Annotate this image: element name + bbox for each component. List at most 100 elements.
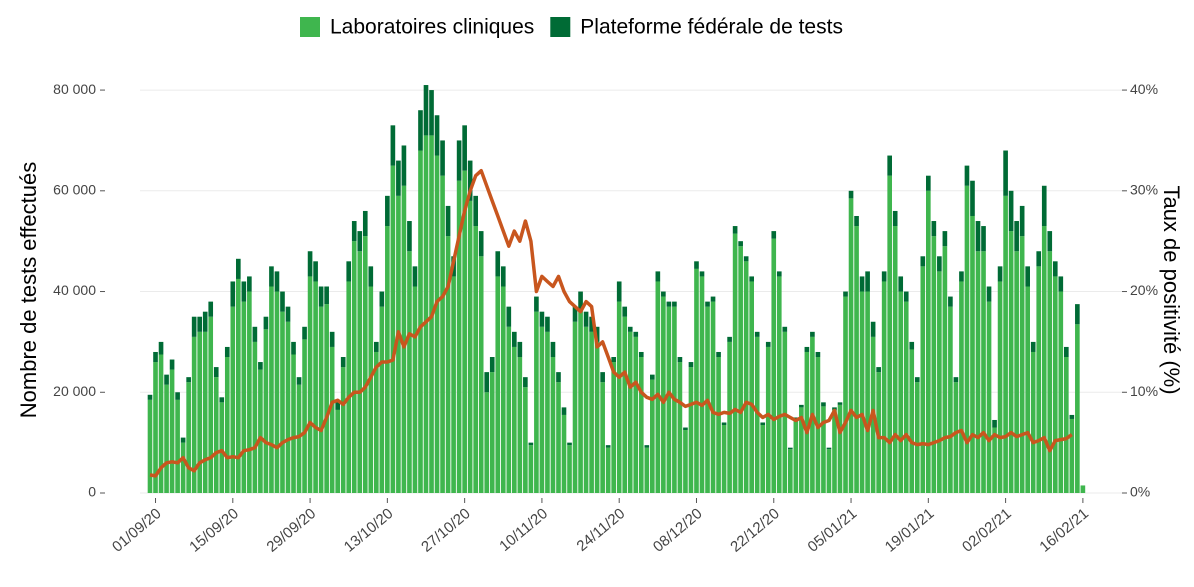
bar-segment	[224, 346, 230, 358]
bar-segment	[799, 404, 804, 408]
bar-segment	[175, 392, 180, 400]
bar-segment	[716, 351, 721, 358]
positivity-line	[149, 168, 1073, 478]
bar-segment	[567, 445, 572, 493]
bar-segment	[445, 236, 451, 493]
bar-segment	[1003, 195, 1008, 493]
bar-segment	[876, 367, 881, 373]
bar-segment	[1030, 351, 1036, 493]
bar-segment	[627, 326, 633, 332]
bar-segment	[865, 291, 870, 493]
bar-segment	[269, 286, 274, 493]
bar-segment	[705, 301, 710, 307]
bar-segment	[964, 185, 970, 493]
bar-segment	[655, 271, 661, 282]
bar-segment	[484, 372, 490, 393]
bar-segment	[1014, 251, 1019, 493]
bar-segment	[903, 301, 909, 493]
bar-segment	[727, 336, 732, 342]
bar-segment	[318, 306, 324, 493]
bar-segment	[291, 341, 296, 355]
bar-segment	[191, 316, 197, 337]
bar-segment	[252, 326, 258, 342]
bar-segment	[489, 357, 495, 373]
y-tick-label: 60 000	[53, 182, 96, 198]
bar-segment	[550, 341, 556, 358]
bar-segment	[964, 165, 970, 186]
bar-segment	[517, 341, 523, 358]
bar-segment	[589, 331, 594, 493]
bar-segment	[351, 221, 357, 242]
bar-segment	[313, 281, 318, 493]
x-tick-label: 22/12/20	[727, 505, 783, 556]
bar-segment	[1047, 231, 1053, 252]
bar-segment	[854, 215, 859, 227]
bar-segment	[418, 110, 423, 151]
bar-segment	[1075, 304, 1080, 325]
bar-segment	[158, 354, 164, 493]
bar-segment	[1041, 185, 1047, 227]
bar-segment	[506, 306, 512, 327]
bar-segment	[749, 281, 754, 493]
bar-segment	[539, 311, 545, 327]
y2-axis-title: Taux de positivité (%)	[1159, 185, 1184, 394]
bar-segment	[1047, 251, 1053, 493]
bar-segment	[732, 226, 738, 234]
bar-segment	[164, 384, 169, 493]
bar-segment	[644, 447, 650, 493]
bar-segment	[782, 326, 788, 332]
bar-segment	[307, 251, 313, 277]
bar-segment	[390, 125, 396, 166]
bar-segment	[920, 256, 926, 267]
bar-segment	[754, 331, 760, 337]
bar-segment	[771, 238, 777, 493]
bar-segment	[760, 422, 766, 426]
bar-segment	[981, 226, 986, 252]
x-tick-label: 24/11/20	[574, 505, 629, 555]
bar-segment	[423, 85, 429, 136]
bar-segment	[478, 256, 484, 493]
bar-segment	[219, 402, 225, 493]
bar-segment	[727, 341, 732, 493]
bar-segment	[534, 311, 539, 493]
bar-segment	[374, 341, 379, 352]
x-tick-label: 27/10/20	[418, 505, 474, 556]
bar-segment	[202, 311, 208, 332]
bar-segment	[605, 447, 611, 493]
bar-segment	[296, 384, 302, 493]
bar-segment	[346, 281, 352, 493]
bar-segment	[914, 377, 920, 383]
bar-segment	[854, 226, 859, 493]
bar-segment	[760, 425, 766, 493]
bar-segment	[594, 341, 600, 493]
bar-segment	[749, 276, 754, 282]
bar-segment	[401, 145, 407, 186]
bar-segment	[754, 336, 760, 493]
bar-segment	[412, 286, 418, 493]
bar-segment	[550, 357, 556, 493]
bar-segment	[434, 155, 440, 494]
bar-segment	[539, 326, 545, 493]
bar-segment	[605, 445, 611, 448]
bar-segment	[208, 316, 214, 493]
bar-segment	[208, 301, 214, 317]
bar-segment	[959, 281, 964, 493]
bar-segment	[1025, 286, 1030, 493]
bar-segment	[826, 449, 832, 493]
bar-segment	[169, 369, 175, 493]
bar-segment	[655, 281, 661, 493]
bar-segment	[500, 286, 506, 493]
bar-segment	[473, 195, 478, 227]
bar-segment	[313, 261, 318, 282]
bar-segment	[407, 251, 412, 493]
bar-segment	[1008, 190, 1014, 232]
bar-segment	[843, 291, 848, 297]
bar-segment	[368, 266, 374, 287]
bar-segment	[1064, 346, 1069, 358]
bar-segment	[578, 291, 583, 312]
bar-segment	[743, 256, 749, 262]
legend-label: Plateforme fédérale de tests	[580, 16, 843, 39]
bar-segment	[385, 195, 390, 227]
y2-tick-label: 30%	[1130, 182, 1158, 198]
